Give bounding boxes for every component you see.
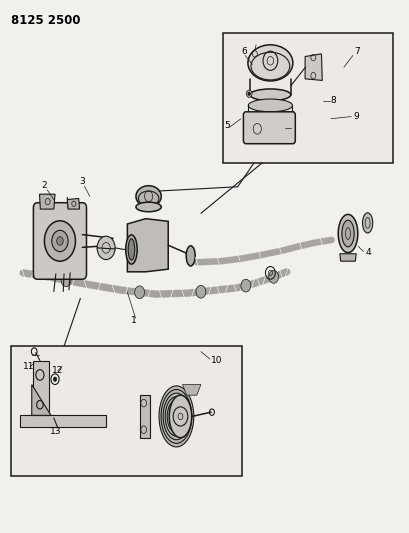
Text: 3: 3	[79, 177, 85, 186]
Circle shape	[97, 236, 115, 260]
Text: 8125 2500: 8125 2500	[11, 14, 80, 27]
Text: 5: 5	[224, 122, 230, 130]
Circle shape	[61, 274, 71, 287]
Text: 4: 4	[364, 248, 370, 257]
Ellipse shape	[248, 99, 292, 112]
Bar	[11, 346, 241, 477]
Text: 13: 13	[49, 427, 61, 436]
Ellipse shape	[250, 52, 289, 80]
Ellipse shape	[136, 202, 161, 212]
Circle shape	[247, 92, 250, 95]
Text: 7: 7	[353, 47, 359, 56]
Polygon shape	[67, 198, 79, 209]
Ellipse shape	[247, 45, 292, 81]
Polygon shape	[304, 54, 321, 80]
Circle shape	[196, 285, 205, 298]
Ellipse shape	[249, 89, 290, 101]
Polygon shape	[31, 384, 51, 415]
Text: 10: 10	[211, 356, 222, 365]
Polygon shape	[39, 194, 55, 209]
Polygon shape	[127, 219, 168, 272]
Polygon shape	[20, 415, 106, 427]
FancyBboxPatch shape	[33, 203, 86, 279]
Ellipse shape	[341, 220, 353, 247]
Ellipse shape	[128, 239, 135, 260]
Text: 1: 1	[130, 317, 136, 325]
Circle shape	[240, 279, 250, 292]
Text: 2: 2	[41, 181, 47, 190]
Text: 8: 8	[330, 96, 336, 105]
Ellipse shape	[186, 246, 195, 266]
Circle shape	[53, 377, 56, 381]
Ellipse shape	[159, 386, 193, 447]
Ellipse shape	[169, 395, 191, 438]
Polygon shape	[339, 254, 355, 261]
Text: 6: 6	[240, 47, 246, 56]
Bar	[223, 33, 392, 163]
FancyBboxPatch shape	[243, 112, 294, 144]
Circle shape	[52, 230, 68, 252]
Ellipse shape	[136, 185, 161, 207]
Circle shape	[246, 90, 252, 98]
Circle shape	[44, 221, 75, 261]
Polygon shape	[32, 361, 49, 415]
Circle shape	[268, 271, 278, 284]
Text: 11: 11	[23, 361, 35, 370]
Text: 12: 12	[52, 366, 63, 375]
Ellipse shape	[337, 214, 357, 253]
Polygon shape	[182, 384, 200, 395]
Polygon shape	[139, 395, 149, 438]
Circle shape	[135, 286, 144, 298]
Ellipse shape	[126, 235, 137, 264]
Circle shape	[56, 237, 63, 245]
Text: 9: 9	[352, 112, 358, 120]
Ellipse shape	[362, 213, 372, 233]
